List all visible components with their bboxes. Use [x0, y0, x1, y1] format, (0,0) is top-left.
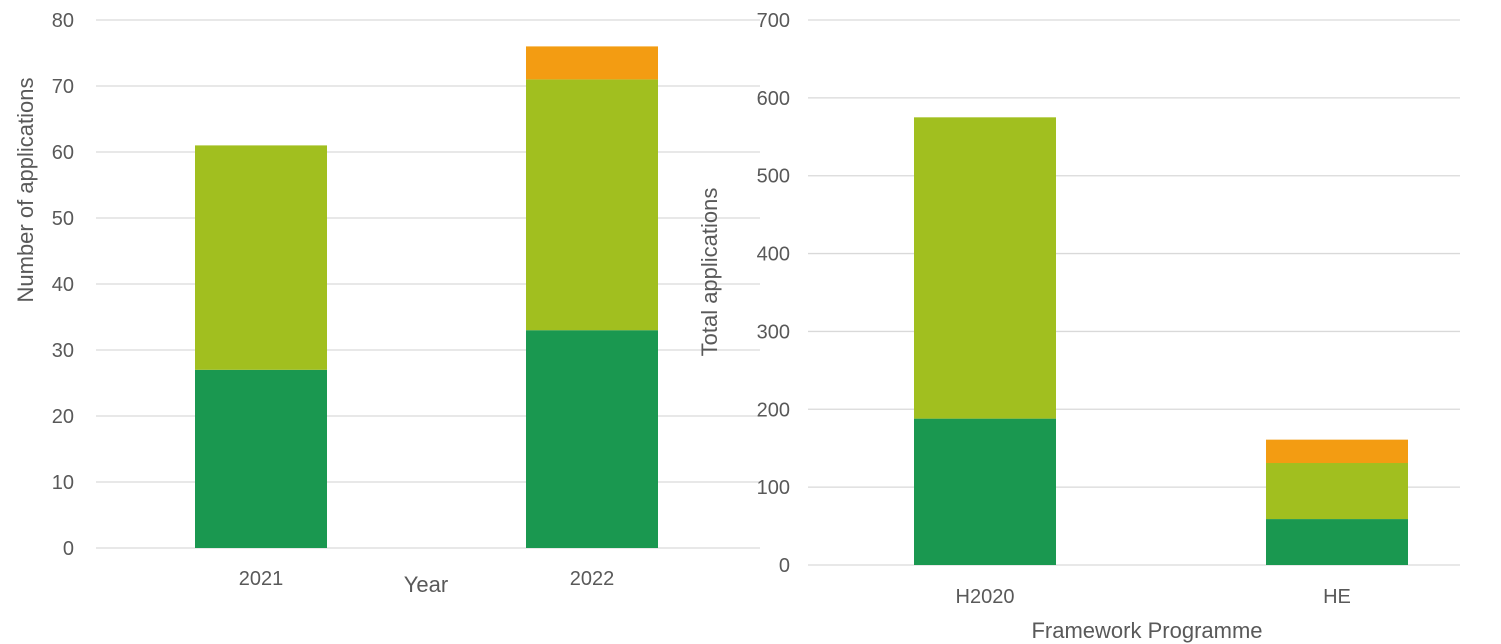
bar-segment [526, 330, 658, 548]
y-tick-label: 40 [52, 274, 74, 296]
y-tick-label: 30 [52, 340, 74, 362]
y-tick-label: 600 [757, 88, 790, 110]
chart-applications-by-programme: 0 100 200 300 400 500 600 700 H2020 HE Total app… [697, 10, 1460, 643]
bar-segment [195, 145, 327, 370]
bar-segment [914, 117, 1056, 419]
y-tick-label: 300 [757, 321, 790, 343]
bar-segment [195, 369, 327, 548]
y-tick-label: 500 [757, 166, 790, 188]
y-axis-title: Total applications [697, 188, 722, 357]
x-tick-label: HE [1323, 586, 1351, 608]
y-tick-label: 700 [757, 10, 790, 32]
y-tick-label: 0 [63, 538, 74, 560]
y-tick-label: 100 [757, 477, 790, 499]
y-tick-label: 400 [757, 244, 790, 266]
bar-segment [1266, 463, 1408, 520]
bar-segment [1266, 439, 1408, 464]
bar-segment [914, 418, 1056, 565]
x-axis-title: Year [404, 572, 448, 597]
x-tick-label: 2022 [570, 568, 615, 590]
y-tick-label: 70 [52, 76, 74, 98]
chart-applications-by-year: 0 10 20 30 40 50 60 70 80 2021 2022 Number of app… [13, 10, 760, 597]
y-tick-label: 60 [52, 142, 74, 164]
y-tick-label: 80 [52, 10, 74, 32]
y-tick-label: 20 [52, 406, 74, 428]
bar-segment [1266, 519, 1408, 565]
y-tick-label: 0 [779, 555, 790, 577]
y-tick-label: 10 [52, 472, 74, 494]
x-tick-label: 2021 [239, 568, 284, 590]
x-tick-label: H2020 [956, 586, 1015, 608]
x-axis-title: Framework Programme [1031, 618, 1262, 643]
bar-segment [526, 79, 658, 331]
y-tick-label: 200 [757, 399, 790, 421]
bar-segment [526, 46, 658, 80]
y-axis-title: Number of applications [13, 77, 38, 302]
y-tick-label: 50 [52, 208, 74, 230]
